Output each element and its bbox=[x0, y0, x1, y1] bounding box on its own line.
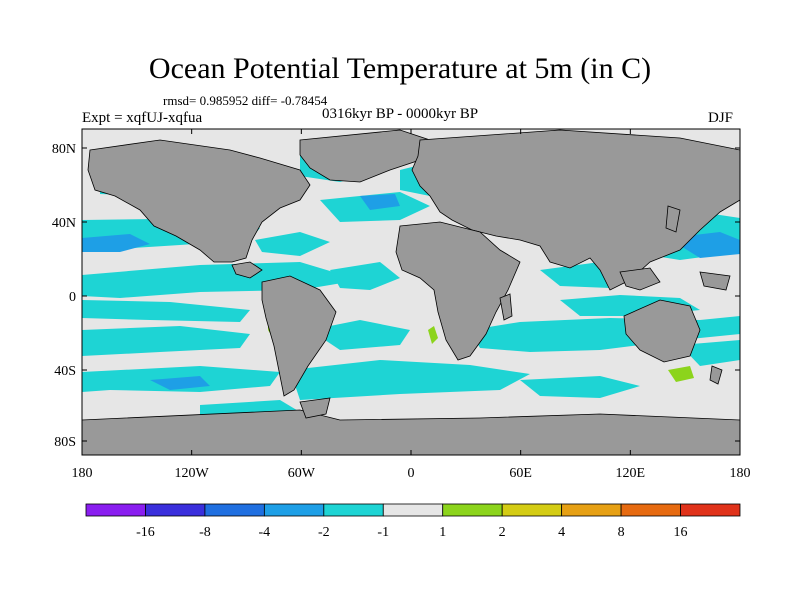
land-masses bbox=[82, 129, 740, 455]
x-tick-label: 120W bbox=[175, 466, 210, 481]
x-tick-label: 180 bbox=[72, 466, 93, 481]
central-america bbox=[231, 261, 263, 279]
x-tick-label: 180 bbox=[730, 466, 751, 481]
colorbar-label: -2 bbox=[318, 525, 330, 540]
colorbar-label: 16 bbox=[674, 525, 688, 540]
y-tick-label: 80S bbox=[54, 435, 76, 450]
new-zealand bbox=[709, 365, 723, 385]
y-tick-label: 80N bbox=[52, 142, 76, 157]
x-axis: 180 120W 60W 0 60E 120E 180 bbox=[72, 129, 751, 481]
north-america bbox=[87, 139, 311, 263]
colorbar-label: -1 bbox=[377, 525, 389, 540]
colorbar-swatch bbox=[263, 503, 325, 517]
x-tick-label: 60E bbox=[509, 466, 532, 481]
new-guinea bbox=[699, 271, 731, 291]
colorbar-swatch bbox=[204, 503, 265, 517]
colorbar-label: 8 bbox=[618, 525, 625, 540]
colorbar-label: -16 bbox=[136, 525, 155, 540]
colorbar-swatch bbox=[323, 503, 384, 517]
antarctic-peninsula bbox=[299, 397, 331, 419]
colorbar-swatch bbox=[620, 503, 681, 517]
colorbar-swatch bbox=[382, 503, 444, 517]
season-label: DJF bbox=[708, 110, 734, 126]
colorbar-label: 4 bbox=[558, 525, 565, 540]
experiment-label: Expt = xqfUJ-xqfua bbox=[82, 110, 203, 126]
x-tick-label: 60W bbox=[288, 466, 316, 481]
x-tick-label: 0 bbox=[408, 466, 415, 481]
x-tick-label: 120E bbox=[616, 466, 646, 481]
japan bbox=[665, 205, 681, 233]
colorbar-swatch bbox=[85, 503, 146, 517]
colorbar-swatch bbox=[501, 503, 563, 517]
y-axis: 80N 40N 0 40S 80S bbox=[52, 142, 740, 450]
map-panel bbox=[82, 129, 740, 455]
africa bbox=[395, 221, 521, 361]
eurasia bbox=[411, 129, 740, 291]
colorbar-label: 2 bbox=[499, 525, 506, 540]
colorbar-swatch bbox=[561, 503, 622, 517]
greenland bbox=[299, 129, 431, 183]
y-tick-label: 40N bbox=[52, 216, 76, 231]
y-tick-label: 40S bbox=[54, 364, 76, 379]
maritime-continent bbox=[619, 267, 661, 291]
colorbar-label: -4 bbox=[259, 525, 271, 540]
colorbar-swatch bbox=[145, 503, 206, 517]
colorbar-swatch bbox=[680, 503, 741, 517]
map-title: Ocean Potential Temperature at 5m (in C) bbox=[148, 52, 652, 85]
stats-label: rmsd= 0.985952 diff= -0.78454 bbox=[163, 93, 328, 108]
australia bbox=[623, 299, 701, 363]
period-label: 0316kyr BP - 0000kyr BP bbox=[322, 106, 479, 122]
colorbar-label: -8 bbox=[199, 525, 211, 540]
colorbar-label: 1 bbox=[439, 525, 446, 540]
madagascar bbox=[499, 293, 513, 321]
colorbar: -16 -8 -4 -2 -1 1 2 4 8 16 bbox=[85, 503, 741, 540]
south-america bbox=[261, 275, 337, 397]
colorbar-swatch bbox=[442, 503, 503, 517]
y-tick-label: 0 bbox=[69, 290, 76, 305]
